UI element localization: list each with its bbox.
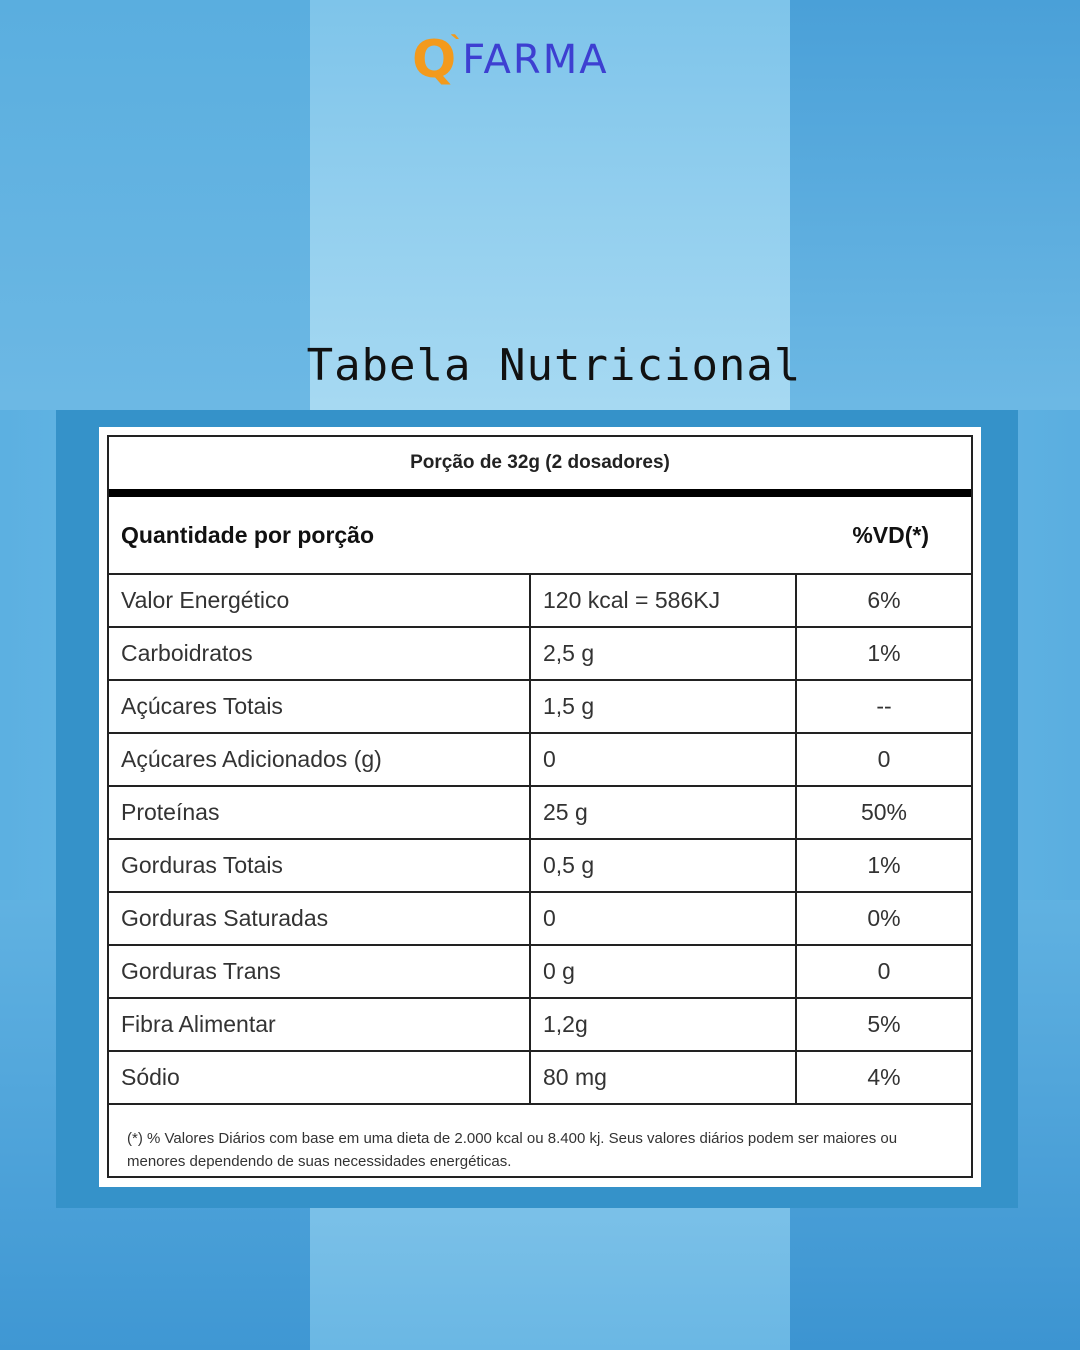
nutrient-vd: 50% [860,799,908,825]
header-vd-label: %VD(*) [852,521,929,548]
nutrient-name: Gorduras Trans [109,946,531,997]
footnote: (*) % Valores Diários com base em uma di… [127,1130,898,1170]
nutrient-name: Proteínas [109,787,531,838]
page-title: Tabela Nutricional [306,340,802,391]
nutrient-amount: 0,5 g [531,840,797,891]
table-row: Valor Energético 120 kcal = 586KJ 6% [109,575,971,628]
table-row: Fibra Alimentar 1,2g 5% [109,999,971,1052]
nutrient-name: Fibra Alimentar [109,999,531,1050]
logo-wordmark: FARMA [462,37,609,83]
logo-q: Q [412,30,456,90]
nutrient-amount: 0 g [531,946,797,997]
nutrient-vd: 5% [867,1011,901,1037]
nutrient-vd: 0% [867,905,901,931]
logo-tick: ` [450,30,461,63]
nutrient-name: Valor Energético [109,575,531,626]
nutrient-vd: 1% [867,640,901,666]
nutrient-name: Açúcares Totais [109,681,531,732]
nutrient-amount: 2,5 g [531,628,797,679]
nutrient-name: Sódio [109,1052,531,1103]
table-row: Sódio 80 mg 4% [109,1052,971,1105]
nutrient-vd: 0 [877,746,891,772]
nutrient-amount: 25 g [531,787,797,838]
brand-logo: Q ` FARMA [412,30,652,90]
table-row: Gorduras Trans 0 g 0 [109,946,971,999]
table-row: Carboidratos 2,5 g 1% [109,628,971,681]
header-quantity-label: Quantidade por porção [121,521,375,548]
table-row: Proteínas 25 g 50% [109,787,971,840]
nutrient-amount: 120 kcal = 586KJ [531,575,797,626]
table-row: Gorduras Saturadas 0 0% [109,893,971,946]
table-row: Gorduras Totais 0,5 g 1% [109,840,971,893]
nutrient-amount: 0 [531,893,797,944]
nutrient-vd: 0 [877,958,891,984]
nutrient-name: Carboidratos [109,628,531,679]
table-row: Açúcares Totais 1,5 g -- [109,681,971,734]
nutrient-name: Gorduras Saturadas [109,893,531,944]
nutrient-vd: 6% [867,587,901,613]
nutrient-amount: 0 [531,734,797,785]
portion-size: Porção de 32g (2 dosadores) [410,452,670,473]
nutrient-name: Gorduras Totais [109,840,531,891]
table-row: Açúcares Adicionados (g) 0 0 [109,734,971,787]
nutrient-amount: 1,2g [531,999,797,1050]
nutrient-amount: 1,5 g [531,681,797,732]
nutrient-vd: -- [876,693,892,719]
table-header: Quantidade por porção %VD(*) [109,497,971,575]
nutrient-vd: 4% [867,1064,901,1090]
nutrient-amount: 80 mg [531,1052,797,1103]
nutrition-table: Porção de 32g (2 dosadores) Quantidade p… [107,435,973,1178]
thick-divider [109,489,971,497]
nutrient-name: Açúcares Adicionados (g) [109,734,531,785]
nutrient-vd: 1% [867,852,901,878]
